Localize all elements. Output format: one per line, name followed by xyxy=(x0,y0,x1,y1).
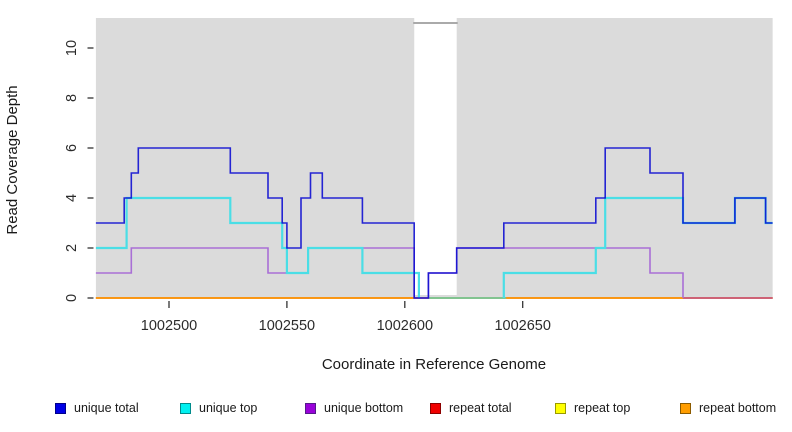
repeat-bottom-swatch-icon xyxy=(680,402,691,414)
y-tick-label: 10 xyxy=(64,40,80,56)
x-tick-label: 1002600 xyxy=(377,318,433,334)
y-tick-label: 8 xyxy=(64,94,80,102)
y-tick-label: 4 xyxy=(64,194,80,202)
x-axis-title: Coordinate in Reference Genome xyxy=(322,356,546,373)
legend-item-unique-top: unique top xyxy=(180,398,257,418)
legend-label: repeat top xyxy=(574,401,631,415)
axes: 1002500 1002550 1002600 1002650 0 2 4 6 8 10 xyxy=(64,40,551,334)
legend-item-unique-bottom: unique bottom xyxy=(305,398,403,418)
legend: unique total unique top unique bottom re… xyxy=(0,398,792,420)
plot-background xyxy=(95,17,773,298)
legend-item-repeat-top: repeat top xyxy=(555,398,630,418)
y-axis-title: Read Coverage Depth xyxy=(4,85,21,234)
legend-label: unique top xyxy=(199,401,258,415)
repeat-top-swatch-icon xyxy=(555,402,566,414)
legend-label: unique total xyxy=(74,401,139,415)
series-line-unique-total xyxy=(95,147,773,299)
legend-label: repeat bottom xyxy=(699,401,777,415)
unique-total-swatch-icon xyxy=(55,402,66,414)
legend-item-repeat-total: repeat total xyxy=(430,398,512,418)
legend-item-unique-total: unique total xyxy=(55,398,139,418)
legend-label: unique bottom xyxy=(324,401,404,415)
unique-bottom-swatch-icon xyxy=(305,402,316,414)
masked-region xyxy=(414,17,457,295)
series-lines xyxy=(95,147,773,299)
repeat-total-swatch-icon xyxy=(430,402,441,414)
y-tick-label: 6 xyxy=(64,144,80,152)
x-tick-label: 1002550 xyxy=(259,318,315,334)
legend-label: repeat total xyxy=(449,401,512,415)
legend-item-repeat-bottom: repeat bottom xyxy=(680,398,776,418)
x-tick-label: 1002500 xyxy=(141,318,197,334)
x-tick-label: 1002650 xyxy=(494,318,550,334)
unique-top-swatch-icon xyxy=(180,402,191,414)
y-tick-label: 0 xyxy=(64,294,80,302)
coverage-plot: 1002500 1002550 1002600 1002650 0 2 4 6 8 10 Coor… xyxy=(4,17,773,373)
y-tick-label: 2 xyxy=(64,244,80,252)
